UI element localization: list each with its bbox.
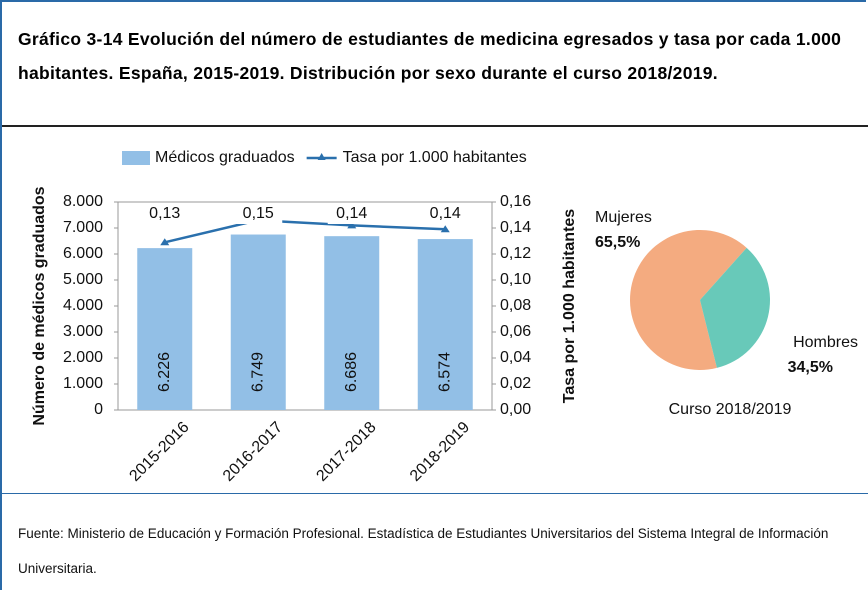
pie-slice xyxy=(700,247,771,368)
source-rule xyxy=(2,493,868,494)
bar-value-label: 6.686 xyxy=(343,352,360,392)
value-label: 0,14 xyxy=(430,205,461,222)
pie-slice xyxy=(630,229,747,370)
label-bg xyxy=(327,204,376,224)
source-note: Fuente: Ministerio de Educación y Formac… xyxy=(18,526,829,576)
y-tick-label: 6.000 xyxy=(63,245,103,262)
pie-category-label: Mujeres xyxy=(595,209,652,226)
y-tick-label: 3.000 xyxy=(63,323,103,340)
label-bg xyxy=(234,204,283,224)
y2-tick-label: 0,10 xyxy=(500,271,531,288)
pie-title: Curso 2018/2019 xyxy=(669,401,792,418)
y-tick-label: 2.000 xyxy=(63,349,103,366)
value-label: 0,13 xyxy=(149,205,180,222)
title-rule xyxy=(2,125,868,127)
y2-tick-label: 0,12 xyxy=(500,245,531,262)
bar-value-label: 6.226 xyxy=(156,352,173,392)
legend-label: Médicos graduados xyxy=(155,149,295,166)
y-tick-label: 5.000 xyxy=(63,271,103,288)
x-tick-label: 2017-2018 xyxy=(313,419,379,485)
bar xyxy=(324,236,380,410)
y-tick-label: 1.000 xyxy=(63,375,103,392)
x-tick-label: 2018-2019 xyxy=(407,419,473,485)
y-axis-title: Número de médicos graduados xyxy=(31,186,48,425)
line-marker xyxy=(440,225,450,233)
label-bg xyxy=(421,204,470,224)
bar-value-label: 6.749 xyxy=(249,352,266,392)
bar xyxy=(417,239,473,410)
legend-swatch xyxy=(122,151,150,165)
y2-axis-title: Tasa por 1.000 habitantes xyxy=(561,209,578,404)
y2-tick-label: 0,06 xyxy=(500,323,531,340)
y2-tick-label: 0,08 xyxy=(500,297,531,314)
legend-marker xyxy=(317,153,326,160)
pie-category-label: Hombres xyxy=(793,334,858,351)
x-tick-label: 2015-2016 xyxy=(126,419,192,485)
y-tick-label: 4.000 xyxy=(63,297,103,314)
line-marker xyxy=(347,221,357,229)
bar xyxy=(137,248,193,410)
pie-value-label: 65,5% xyxy=(595,234,640,251)
y2-tick-label: 0,00 xyxy=(500,401,531,418)
x-tick-label: 2016-2017 xyxy=(220,419,286,485)
y2-tick-label: 0,04 xyxy=(500,349,531,366)
line xyxy=(164,218,446,244)
y2-tick-label: 0,02 xyxy=(500,375,531,392)
y2-tick-label: 0,14 xyxy=(500,219,531,236)
value-label: 0,15 xyxy=(243,205,274,222)
bar xyxy=(230,234,286,410)
y-tick-label: 0 xyxy=(94,401,103,418)
pie-value-label: 34,5% xyxy=(788,359,833,376)
y-tick-label: 8.000 xyxy=(63,193,103,210)
legend-label: Tasa por 1.000 habitantes xyxy=(343,149,527,166)
bar-value-label: 6.574 xyxy=(436,352,453,392)
figure-title: Gráfico 3-14 Evolución del número de est… xyxy=(18,29,842,83)
line-marker xyxy=(160,238,170,246)
value-label: 0,14 xyxy=(336,205,367,222)
label-bg xyxy=(140,204,189,224)
y-tick-label: 7.000 xyxy=(63,219,103,236)
y2-tick-label: 0,16 xyxy=(500,193,531,210)
